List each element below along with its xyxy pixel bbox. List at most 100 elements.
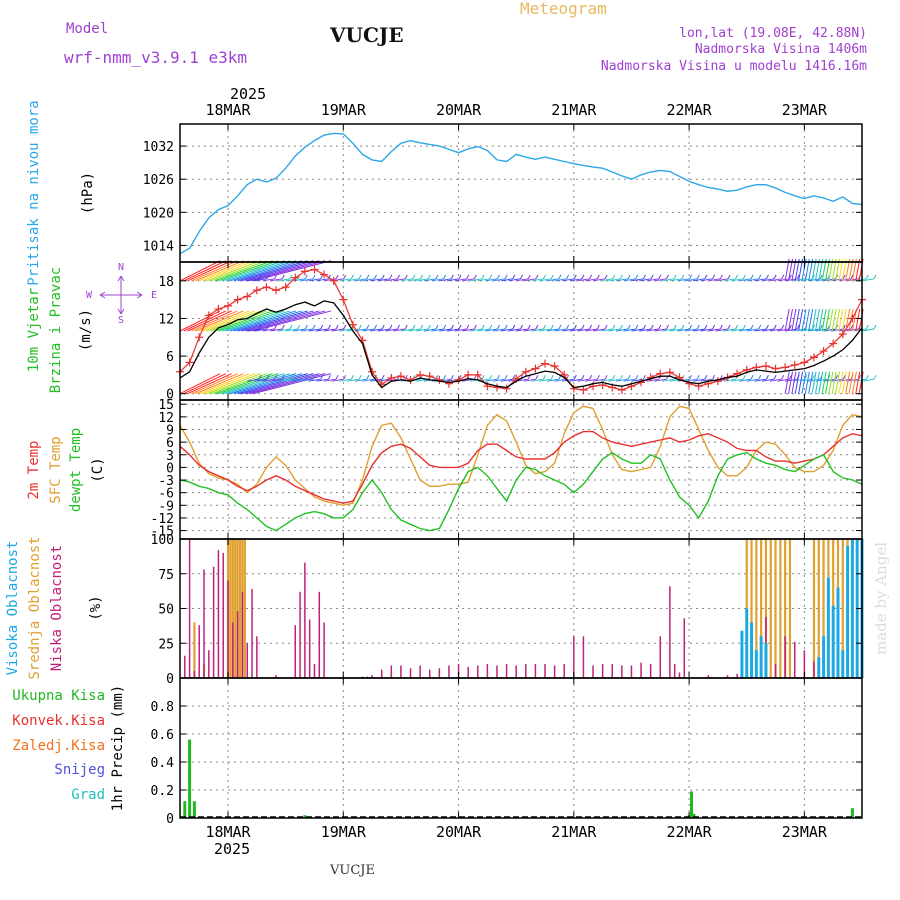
cloud-unit: (%) xyxy=(88,595,104,620)
wind-barb xyxy=(650,324,654,330)
wind-barb xyxy=(861,378,875,382)
wind-barb xyxy=(801,308,807,332)
wind-barb xyxy=(562,328,575,332)
y-tick-label: 0.6 xyxy=(151,728,174,743)
wind-barb xyxy=(497,274,500,280)
wind-barb xyxy=(569,328,583,332)
wind-barb xyxy=(550,324,554,330)
wind-barb xyxy=(689,274,693,280)
wind-barb xyxy=(835,308,841,332)
wind-barb xyxy=(247,378,260,382)
wind-barb xyxy=(762,278,775,282)
x-tick-label-top: 21MAR xyxy=(551,101,597,119)
wind-barb xyxy=(861,328,875,332)
wind-barb xyxy=(662,278,675,282)
wind-barb xyxy=(423,328,437,332)
wind-barb xyxy=(669,328,682,332)
station-title: VUCJE xyxy=(329,23,404,47)
wind-barb xyxy=(835,374,839,380)
wind-barb xyxy=(658,274,662,280)
wind-barb xyxy=(331,378,344,382)
wind-barb xyxy=(320,274,324,280)
wind-barb xyxy=(585,278,598,282)
wind-barb xyxy=(677,328,690,332)
y-tick-label: 0 xyxy=(166,672,174,687)
wind-barb xyxy=(497,374,500,380)
wind-barb xyxy=(516,328,529,332)
wind-gust-marker xyxy=(444,379,453,388)
wind-barb xyxy=(727,274,731,280)
wind-barb xyxy=(681,274,685,280)
wind-barb xyxy=(266,274,270,280)
wind-barb xyxy=(808,308,814,332)
wind-barb xyxy=(654,328,667,332)
wind-barb xyxy=(331,328,344,332)
wind-barb xyxy=(427,274,431,280)
wind-gust-marker xyxy=(761,362,770,371)
wind-barb xyxy=(650,274,654,280)
wind-barb xyxy=(183,373,227,395)
x-tick-label-top: 22MAR xyxy=(667,101,713,119)
wind-barb xyxy=(358,274,362,280)
wind-barb xyxy=(210,373,267,395)
wind-barb xyxy=(643,324,646,330)
wind-barb xyxy=(222,373,285,395)
wind-barb xyxy=(191,260,238,282)
wind-barb xyxy=(600,278,613,282)
wind-barb xyxy=(851,371,857,394)
wind-barb xyxy=(446,278,460,282)
wind-barb xyxy=(619,374,623,380)
wind-barb xyxy=(523,378,536,382)
wind-ylabel-sub: Brzina i Pravac xyxy=(48,267,64,393)
wind-barb xyxy=(202,260,256,282)
product-title: Meteogram xyxy=(520,0,607,18)
wind-barb xyxy=(738,328,752,332)
wind-barb xyxy=(527,374,531,380)
wind-barb xyxy=(543,274,547,280)
wind-barb xyxy=(846,378,859,382)
cloud-ylabel-mid: Srednja Oblacnost xyxy=(27,536,43,679)
wind-barb xyxy=(300,378,314,382)
wind-barb xyxy=(377,328,390,332)
wind-barb xyxy=(327,374,331,380)
precip-legend-1: Konvek.Kisa xyxy=(12,713,105,729)
wind-barb xyxy=(245,373,320,395)
wind-barb xyxy=(596,274,600,280)
wind-barb xyxy=(206,260,262,282)
wind-barb xyxy=(612,324,616,330)
wind-barb xyxy=(527,274,531,280)
wind-barb xyxy=(850,274,854,280)
wind-barb xyxy=(616,378,629,382)
wind-barb xyxy=(581,324,585,330)
wind-barb xyxy=(281,274,285,280)
y-tick-label: 15 xyxy=(158,398,174,413)
wind-barb xyxy=(237,373,308,395)
wind-gust-marker xyxy=(300,267,309,276)
wind-barb xyxy=(821,371,827,394)
wind-barb xyxy=(214,260,273,282)
wind-barb xyxy=(312,324,316,330)
wind-barb xyxy=(546,328,560,332)
wind-barb xyxy=(241,310,314,332)
elevation-label: Nadmorska Visina 1406m xyxy=(695,42,867,57)
wind-barb xyxy=(685,328,698,332)
y-tick-label: 6 xyxy=(166,350,174,365)
wind-barb xyxy=(692,328,706,332)
wind-barb xyxy=(831,278,844,282)
wind-barb xyxy=(643,374,646,380)
wind-barb xyxy=(798,308,804,332)
wind-barb xyxy=(873,274,877,280)
wind-barb xyxy=(339,378,352,382)
wind-barb xyxy=(831,371,837,394)
wind-barb xyxy=(237,260,308,282)
wind-barb xyxy=(550,374,554,380)
wind-barb xyxy=(708,278,721,282)
wind-barb xyxy=(431,278,444,282)
wind-barb xyxy=(685,378,698,382)
wind-barb xyxy=(266,324,270,330)
wind-gust-marker xyxy=(329,276,338,285)
wind-barb xyxy=(566,324,570,330)
wind-barb xyxy=(854,378,867,382)
wind-barb xyxy=(842,374,846,380)
temp-ylabel-sfc: SFC Temp xyxy=(48,436,64,503)
